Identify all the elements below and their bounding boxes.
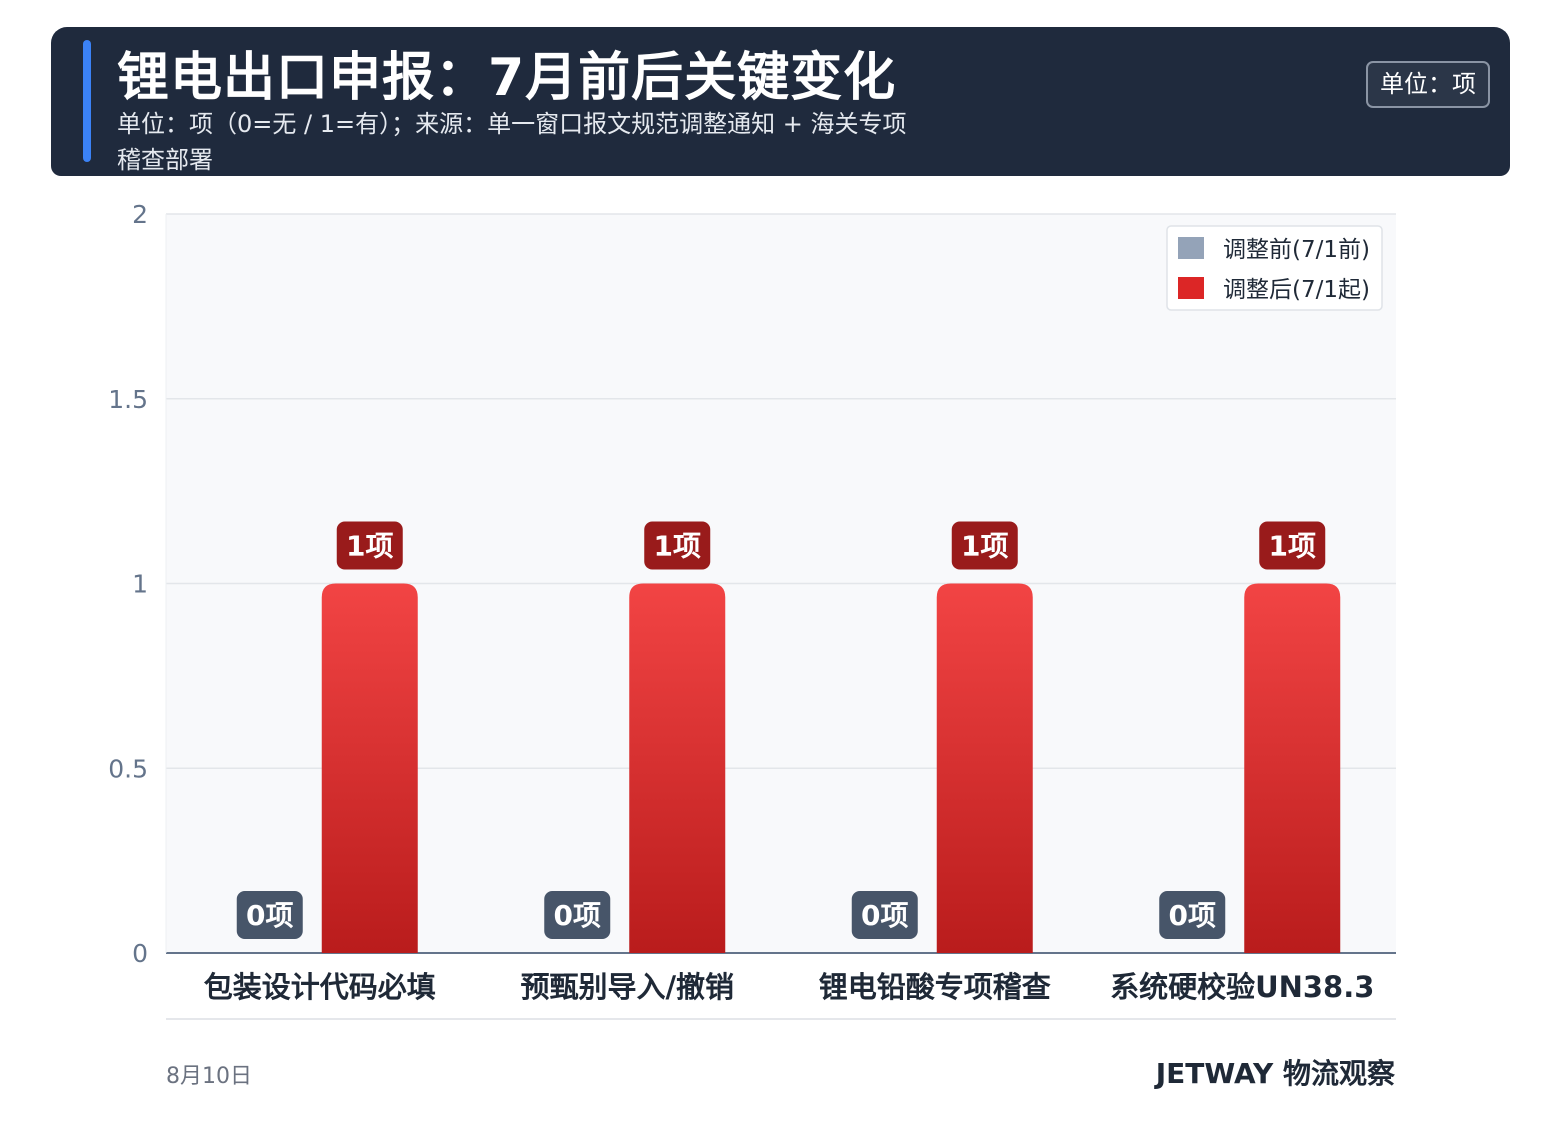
- data-label-after: 1项: [654, 530, 701, 563]
- y-tick-label: 2: [132, 200, 148, 229]
- footer-brand: JETWAY 物流观察: [1155, 1057, 1395, 1090]
- data-label-after-bg: [1259, 521, 1326, 570]
- bar-after: [629, 583, 726, 953]
- page-subtitle: 单位：项（0=无 / 1=有）；来源：单一窗口报文规范调整通知 + 海关专项稽查…: [117, 110, 907, 174]
- data-label-before: 0项: [1169, 899, 1216, 932]
- unit-badge: 单位：项: [1366, 61, 1490, 108]
- legend-label: 调整前(7/1前): [1223, 237, 1370, 263]
- data-label-after-bg: [644, 521, 711, 570]
- data-label-before: 0项: [861, 899, 908, 932]
- data-label-before: 0项: [554, 899, 601, 932]
- bar-after: [1244, 583, 1341, 953]
- page-title: 锂电出口申报：7月前后关键变化: [117, 48, 897, 108]
- legend-swatch: [1178, 277, 1204, 299]
- header-banner: [51, 27, 1510, 176]
- legend-box: [1166, 225, 1383, 311]
- data-label-before: 0项: [246, 899, 293, 932]
- data-label-after: 1项: [961, 530, 1008, 563]
- y-tick-label: 1: [132, 570, 148, 599]
- x-category-label: 锂电铅酸专项稽查: [819, 970, 1051, 1004]
- data-label-after-bg: [951, 521, 1018, 570]
- data-label-before-bg: [851, 891, 918, 939]
- data-label-after: 1项: [346, 530, 393, 563]
- data-label-before-bg: [1159, 891, 1226, 939]
- y-tick-label: 1.5: [108, 385, 148, 414]
- bar-after: [321, 583, 418, 953]
- legend-swatch: [1178, 237, 1204, 259]
- legend-label: 调整后(7/1起): [1223, 277, 1370, 303]
- x-category-label: 系统硬校验UN38.3: [1110, 970, 1374, 1004]
- bar-after: [936, 583, 1033, 953]
- footer-divider: [166, 1018, 1396, 1020]
- data-label-before-bg: [544, 891, 611, 939]
- header-accent-bar: [83, 40, 91, 162]
- y-tick-label: 0.5: [108, 754, 148, 783]
- y-tick-label: 0: [132, 939, 148, 968]
- x-category-label: 包装设计代码必填: [204, 970, 436, 1004]
- x-category-label: 预甄别导入/撤销: [520, 970, 734, 1004]
- data-label-after-bg: [336, 521, 403, 570]
- data-label-after: 1项: [1269, 530, 1316, 563]
- footer-date: 8月10日: [166, 1064, 252, 1089]
- data-label-before-bg: [236, 891, 303, 939]
